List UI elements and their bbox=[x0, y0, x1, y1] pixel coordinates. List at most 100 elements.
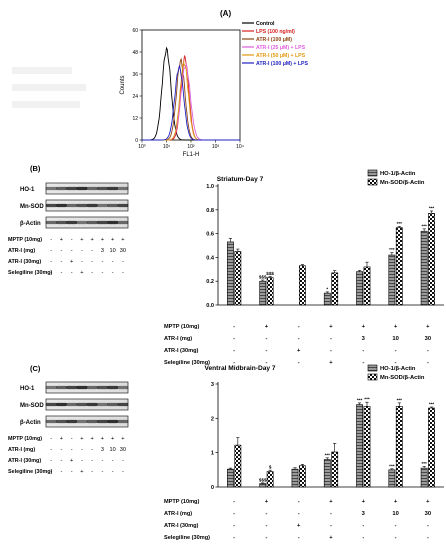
treatment-label: MPTP (10mg) bbox=[164, 499, 199, 505]
treatment-value: - bbox=[233, 499, 235, 505]
blot-band bbox=[55, 186, 67, 191]
y-tick-label: 0.6 bbox=[206, 232, 214, 238]
treatment-value: + bbox=[297, 523, 301, 529]
bar bbox=[234, 444, 242, 488]
blot-band bbox=[86, 419, 98, 424]
blot-band bbox=[107, 419, 119, 424]
blot-band bbox=[66, 419, 78, 424]
blot-band bbox=[117, 419, 129, 424]
blot-band bbox=[76, 186, 88, 191]
treatment-value: - bbox=[81, 248, 83, 254]
y-tick-label: 0.8 bbox=[206, 208, 214, 214]
blot-band bbox=[45, 402, 57, 407]
treatment-value: - bbox=[101, 469, 103, 475]
treatment-value: + bbox=[394, 499, 398, 505]
treatment-value: - bbox=[265, 348, 267, 354]
treatment-value: + bbox=[121, 237, 124, 243]
flow-x-tick-label: 10³ bbox=[212, 144, 220, 150]
bar bbox=[331, 272, 339, 306]
significance-mark: *** bbox=[429, 205, 435, 210]
treatment-value: - bbox=[122, 458, 124, 464]
treatment-value: - bbox=[71, 270, 73, 276]
treatment-value: + bbox=[90, 436, 93, 442]
treatment-label: Selegiline (30mg) bbox=[164, 535, 210, 541]
bar bbox=[266, 471, 274, 488]
treatment-value: - bbox=[71, 436, 73, 442]
significance-mark: *** bbox=[429, 402, 435, 407]
treatment-value: 3 bbox=[362, 336, 366, 342]
legend-entry: ATR-I (100 μM) + LPS bbox=[256, 61, 308, 67]
blot-band bbox=[96, 385, 108, 390]
treatment-value: + bbox=[70, 259, 73, 265]
significance-mark: $ bbox=[269, 465, 272, 470]
treatment-value: - bbox=[362, 535, 364, 541]
treatment-value: + bbox=[362, 499, 366, 505]
significance-mark: $$$ bbox=[259, 275, 267, 280]
treatment-value: - bbox=[50, 458, 52, 464]
blot-row-label: HO-1 bbox=[20, 187, 35, 193]
legend-entry: HO-1/β-Actin bbox=[380, 171, 416, 177]
bar bbox=[428, 213, 435, 306]
flow-x-tick-label: 10⁴ bbox=[236, 144, 244, 150]
blot-band bbox=[86, 203, 98, 208]
panel-c-label: (C) bbox=[30, 364, 41, 373]
treatment-label: MPTP (10mg) bbox=[8, 237, 42, 243]
treatment-value: - bbox=[330, 336, 332, 342]
treatment-value: + bbox=[101, 436, 104, 442]
treatment-label: ATR-I (mg) bbox=[8, 447, 35, 453]
flow-curve-4 bbox=[142, 62, 240, 141]
blot-band bbox=[96, 419, 108, 424]
bar bbox=[323, 292, 331, 306]
blot-band bbox=[76, 203, 88, 208]
treatment-value: + bbox=[80, 469, 83, 475]
bar bbox=[388, 254, 396, 306]
blot-band bbox=[117, 203, 129, 208]
bar bbox=[266, 277, 274, 306]
bar bbox=[259, 483, 267, 488]
treatment-value: + bbox=[329, 535, 333, 541]
y-tick-label: 0 bbox=[211, 485, 214, 491]
blot-band bbox=[76, 402, 88, 407]
blot-band bbox=[107, 402, 119, 407]
bar bbox=[420, 230, 428, 306]
treatment-value: + bbox=[101, 237, 104, 243]
blot-band bbox=[107, 186, 119, 191]
y-tick-label: 1.0 bbox=[206, 184, 214, 190]
panel-b-label: (B) bbox=[30, 164, 41, 173]
significance-mark: *** bbox=[421, 223, 427, 228]
treatment-value: - bbox=[112, 270, 114, 276]
treatment-value: - bbox=[91, 270, 93, 276]
treatment-value: - bbox=[112, 259, 114, 265]
treatment-value: - bbox=[60, 270, 62, 276]
blot-band bbox=[107, 220, 119, 225]
treatment-value: + bbox=[80, 436, 83, 442]
blot-band bbox=[107, 203, 119, 208]
blot-band bbox=[107, 385, 119, 390]
treatment-value: - bbox=[233, 511, 235, 517]
flow-x-tick-label: 10² bbox=[187, 144, 195, 150]
bar bbox=[356, 404, 363, 488]
treatment-value: - bbox=[91, 248, 93, 254]
treatment-value: - bbox=[50, 469, 52, 475]
treatment-value: - bbox=[233, 348, 235, 354]
significance-mark: *** bbox=[397, 221, 403, 226]
treatment-label: MPTP (10mg) bbox=[164, 324, 199, 330]
bar bbox=[227, 468, 234, 488]
treatment-value: - bbox=[60, 469, 62, 475]
flow-y-tick-label: 48 bbox=[132, 50, 138, 56]
treatment-value: - bbox=[91, 469, 93, 475]
legend-swatch bbox=[367, 178, 378, 186]
treatment-label: Selegiline (30mg) bbox=[8, 270, 53, 276]
treatment-value: - bbox=[91, 458, 93, 464]
treatment-value: + bbox=[329, 324, 333, 330]
blot-band bbox=[117, 220, 129, 225]
treatment-value: - bbox=[265, 535, 267, 541]
treatment-value: + bbox=[297, 348, 301, 354]
treatment-value: - bbox=[427, 360, 429, 366]
treatment-value: - bbox=[298, 511, 300, 517]
treatment-value: + bbox=[265, 324, 269, 330]
y-tick-label: 0.2 bbox=[206, 279, 214, 285]
bar-chart-striatum: Striatum-Day 7 0.0 0.2 0.4 0.6 0.8 1.0 HO-1/β-A… bbox=[206, 169, 444, 309]
treatment-value: - bbox=[50, 248, 52, 254]
